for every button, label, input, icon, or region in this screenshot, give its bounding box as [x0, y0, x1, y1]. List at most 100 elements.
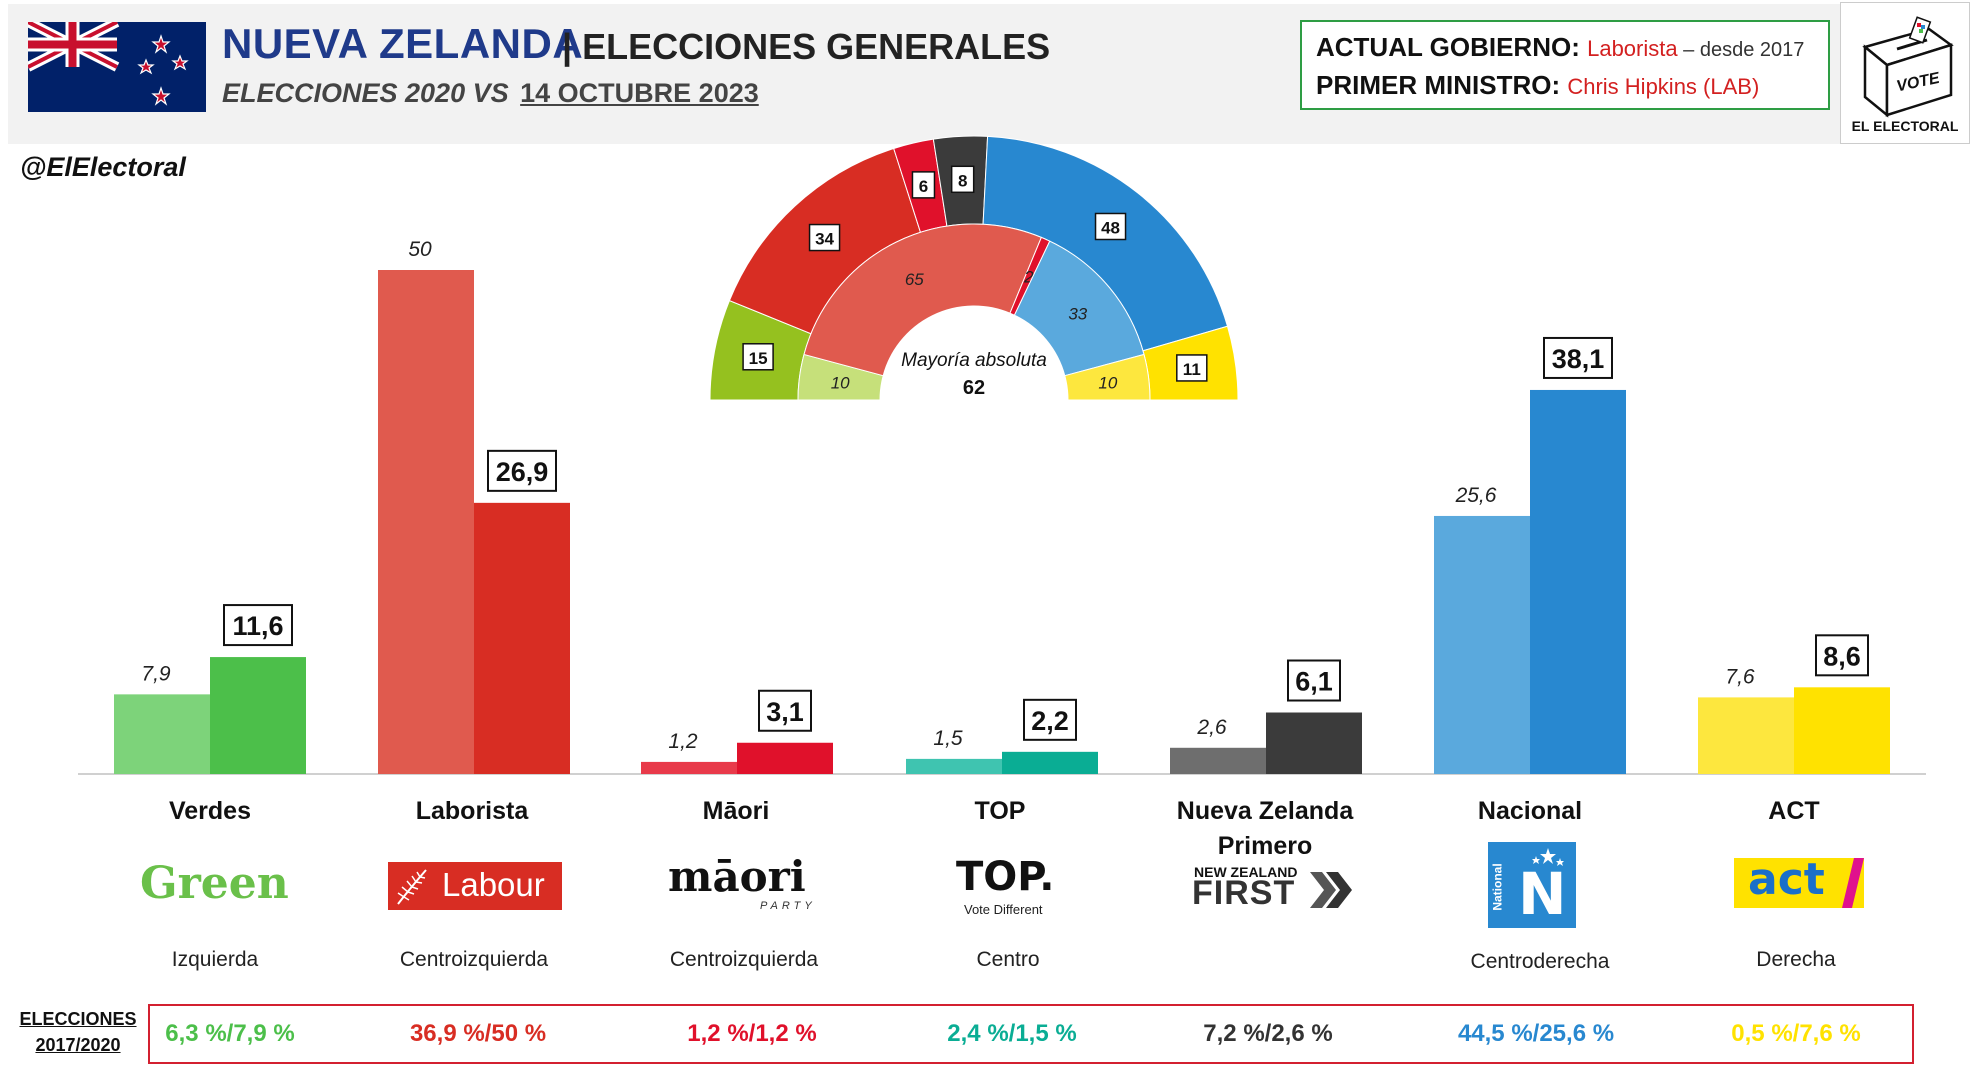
data-label-top-2020: 1,5 [933, 727, 963, 750]
nzfirst-logo-text: FIRST [1192, 874, 1296, 912]
ideology-laborista: Centroizquierda [399, 948, 549, 971]
bar-act-2023 [1794, 687, 1890, 774]
national-logo-text: N [1518, 860, 1567, 928]
act-party-logo: act [1734, 854, 1864, 908]
brand-name-text: EL ELECTORAL [1852, 118, 1959, 134]
ideology-nacional: Centroderecha [1470, 950, 1610, 973]
majority-label: Mayoría absoluta [901, 350, 1047, 371]
seat-label-2020-nacional: 33 [1068, 305, 1087, 324]
ideology-act: Derecha [1756, 948, 1836, 971]
seat-label-2020-m-ori: 2 [1023, 268, 1034, 287]
data-label-laborista-2020: 50 [408, 238, 432, 261]
result-act: 0,5 %/7,6 % [1731, 1020, 1861, 1047]
page-subtitle: ELECCIONES GENERALES [582, 26, 1051, 67]
data-label-nzfirst-2023: 6,1 [1295, 667, 1333, 697]
government-label: ACTUAL GOBIERNO: [1316, 32, 1580, 62]
twitter-handle: @ElElectoral [20, 152, 186, 182]
seat-label-box-2023-nacional [1094, 212, 1127, 241]
government-info-box: ACTUAL GOBIERNO: Laborista – desde 2017 … [1300, 20, 1830, 110]
previous-results-box [148, 1004, 1914, 1064]
data-label-top-2023: 2,2 [1031, 706, 1069, 736]
election-date: 14 OCTUBRE 2023 [520, 78, 759, 108]
government-since: – desde 2017 [1677, 39, 1805, 61]
comparison-prefix: ELECCIONES 2020 VS [222, 78, 509, 108]
maori-party-logo: māori PARTY [664, 852, 824, 914]
new-zealand-flag-icon [28, 22, 206, 112]
ideology-verdes: Izquierda [171, 948, 259, 971]
government-row: ACTUAL GOBIERNO: Laborista – desde 2017 [1316, 32, 1804, 63]
maori-logo-sub: PARTY [760, 900, 816, 912]
top-logo-sub: Vote Different [964, 902, 1043, 917]
bar-nacional-2023 [1530, 389, 1626, 774]
party-name-laborista: Laborista [415, 797, 529, 825]
seat-label-box-2023-m-ori [911, 171, 936, 199]
seat-label-2020-laborista: 65 [905, 270, 924, 289]
data-label-act-2020: 7,6 [1725, 665, 1755, 688]
data-label-nzfirst-2020: 2,6 [1196, 716, 1227, 739]
data-label-box-verdes-2023 [223, 604, 293, 647]
majority-value: 62 [963, 377, 985, 399]
bar-top-2020 [906, 758, 1002, 774]
seat-label-2020-verdes: 10 [831, 373, 850, 392]
data-label-verdes-2023: 11,6 [232, 611, 283, 641]
result-verdes: 6,3 %/7,9 % [165, 1020, 295, 1047]
bar-nzfirst-2023 [1266, 712, 1362, 774]
previous-elections-label-line1: ELECCIONES [19, 1009, 137, 1029]
stars-icon [1532, 848, 1564, 866]
data-label-nacional-2020: 25,6 [1455, 484, 1497, 507]
fern-icon [397, 869, 427, 905]
nzfirst-logo-sub: NEW ZEALAND [1194, 864, 1298, 880]
act-logo-text: act [1748, 854, 1825, 905]
prime-minister-name: Chris Hipkins (LAB) [1567, 74, 1760, 99]
seat-label-box-2023-act [1176, 354, 1208, 382]
seat-label-box-2023-nueva-zelanda-primero [950, 165, 975, 194]
government-party: Laborista [1587, 36, 1678, 61]
party-name-act: ACT [1768, 797, 1820, 825]
bar-laborista-2020 [378, 270, 474, 774]
seat-label-box-2023-laborista [808, 223, 841, 252]
data-label-laborista-2023: 26,9 [496, 457, 549, 487]
top-party-logo: TOP. Vote Different [956, 854, 1076, 918]
bar-top-2023 [1002, 751, 1098, 774]
prime-minister-label: PRIMER MINISTRO: [1316, 70, 1561, 100]
data-label-box-nzfirst-2023 [1287, 659, 1341, 702]
party-name-nzfirst: Nueva Zelanda Primero [1176, 797, 1354, 860]
seat-label-2023-laborista: 34 [815, 230, 834, 249]
national-party-logo: N National [1488, 842, 1576, 928]
bar-maori-2023 [737, 742, 833, 774]
data-label-maori-2020: 1,2 [668, 730, 698, 753]
prime-minister-row: PRIMER MINISTRO: Chris Hipkins (LAB) [1316, 70, 1759, 101]
green-party-logo: Green [140, 858, 290, 914]
comparison-subtitle: ELECCIONES 2020 VS 14 OCTUBRE 2023 [222, 78, 759, 109]
green-logo-text: Green [140, 858, 289, 909]
result-top: 2,4 %/1,5 % [947, 1020, 1077, 1047]
seat-label-2023-verdes: 15 [749, 349, 768, 368]
ideology-top: Centro [976, 948, 1040, 971]
bar-nacional-2020 [1434, 515, 1530, 774]
page-title: NUEVA ZELANDA [222, 20, 584, 67]
party-name-maori: Māori [702, 797, 770, 825]
slash-icon [1842, 858, 1864, 908]
result-laborista: 36,9 %/50 % [409, 1020, 547, 1047]
result-maori: 1,2 %/1,2 % [687, 1020, 817, 1047]
data-label-nacional-2023: 38,1 [1552, 344, 1605, 374]
seat-label-2020-act: 10 [1098, 373, 1117, 392]
bar-act-2020 [1698, 697, 1794, 774]
data-label-verdes-2020: 7,9 [141, 662, 171, 685]
result-nzfirst: 7,2 %/2,6 % [1203, 1020, 1333, 1047]
hemicycle-center [880, 306, 1068, 400]
bar-maori-2020 [641, 761, 737, 774]
bar-verdes-2023 [210, 657, 306, 774]
maori-logo-text: māori [668, 852, 806, 901]
bar-verdes-2020 [114, 694, 210, 774]
seat-label-box-2023-verdes [742, 343, 774, 371]
data-label-act-2023: 8,6 [1823, 641, 1861, 671]
party-name-top: TOP [974, 797, 1026, 825]
seat-label-2023-m-ori: 6 [919, 177, 928, 196]
title-separator: | ELECCIONES GENERALES [562, 26, 1050, 68]
national-logo-sub: National [1490, 863, 1505, 911]
data-label-box-top-2023 [1023, 698, 1077, 741]
nzfirst-party-logo: NEW ZEALAND FIRST [1190, 864, 1360, 922]
previous-elections-label-line2: 2017/2020 [35, 1035, 121, 1055]
